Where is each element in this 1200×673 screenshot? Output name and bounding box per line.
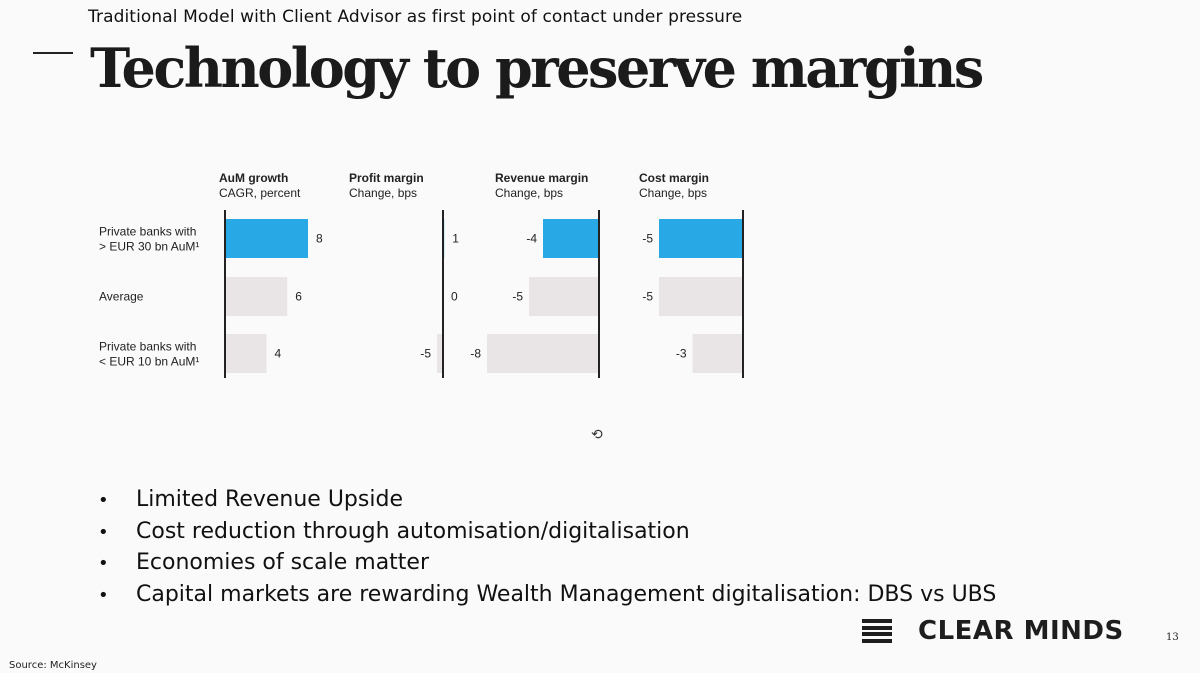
bullet-list: • Limited Revenue Upside • Cost reduction … — [98, 484, 996, 610]
data-label: 8 — [316, 232, 323, 246]
bar — [225, 277, 288, 316]
panel-unit: CAGR, percent — [219, 186, 301, 200]
bullet-item: • Capital markets are rewarding Wealth Ma… — [98, 579, 996, 611]
bullet-marker: • — [98, 553, 109, 574]
bullet-text: Limited Revenue Upside — [136, 487, 403, 512]
panel-title: Revenue margin — [495, 171, 588, 185]
data-label: 4 — [275, 347, 282, 361]
data-label: -5 — [420, 347, 431, 361]
panel-unit: Change, bps — [495, 186, 563, 200]
panel-unit: Change, bps — [349, 186, 417, 200]
page-number: 13 — [1166, 632, 1179, 643]
panel-title: Cost margin — [639, 171, 709, 185]
category-label: < EUR 10 bn AuM¹ — [99, 355, 199, 369]
category-label: > EUR 30 bn AuM¹ — [99, 240, 199, 254]
bar — [543, 219, 599, 258]
bar — [529, 277, 599, 316]
bullet-text: Economies of scale matter — [136, 550, 430, 575]
bar — [659, 219, 743, 258]
source-note: Source: McKinsey — [9, 660, 97, 671]
data-label: 6 — [295, 290, 302, 304]
bullet-text: Cost reduction through automisation/digi… — [136, 518, 690, 544]
loading-cursor-icon: ⟲ — [591, 426, 603, 442]
data-label: -4 — [526, 232, 537, 246]
slide-subtitle: Traditional Model with Client Advisor as… — [88, 7, 743, 27]
data-label: 1 — [452, 232, 459, 246]
slide-title: Technology to preserve margins — [90, 36, 984, 100]
clear-minds-logo: CLEAR MINDS — [862, 616, 1124, 646]
bullet-marker: • — [98, 584, 109, 606]
bullet-item: • Limited Revenue Upside — [98, 484, 996, 516]
data-label: -5 — [642, 232, 653, 246]
bullet-marker: • — [98, 521, 109, 543]
data-label: 0 — [451, 290, 458, 304]
logo-stripes-icon — [862, 619, 892, 643]
panel-unit: Change, bps — [639, 186, 707, 200]
brand-name: CLEAR MINDS — [918, 616, 1124, 646]
bar — [487, 334, 599, 373]
category-label: Average — [99, 290, 144, 304]
bar — [437, 334, 443, 373]
bullet-item: • Economies of scale matter — [98, 547, 996, 579]
bar — [225, 334, 267, 373]
bar — [692, 334, 743, 373]
panel-title: Profit margin — [349, 171, 424, 185]
panel-title: AuM growth — [219, 171, 288, 185]
title-dash — [33, 52, 73, 54]
category-label: Private banks with — [99, 225, 196, 239]
data-label: -5 — [642, 290, 653, 304]
bullet-marker: • — [98, 490, 109, 511]
data-label: -5 — [512, 290, 523, 304]
data-label: -3 — [676, 347, 687, 361]
category-label: Private banks with — [99, 340, 196, 354]
bullet-text: Capital markets are rewarding Wealth Man… — [136, 581, 997, 607]
bar — [659, 277, 743, 316]
data-label: -8 — [470, 347, 481, 361]
bullet-item: • Cost reduction through automisation/dig… — [98, 516, 996, 548]
bar — [225, 219, 308, 258]
